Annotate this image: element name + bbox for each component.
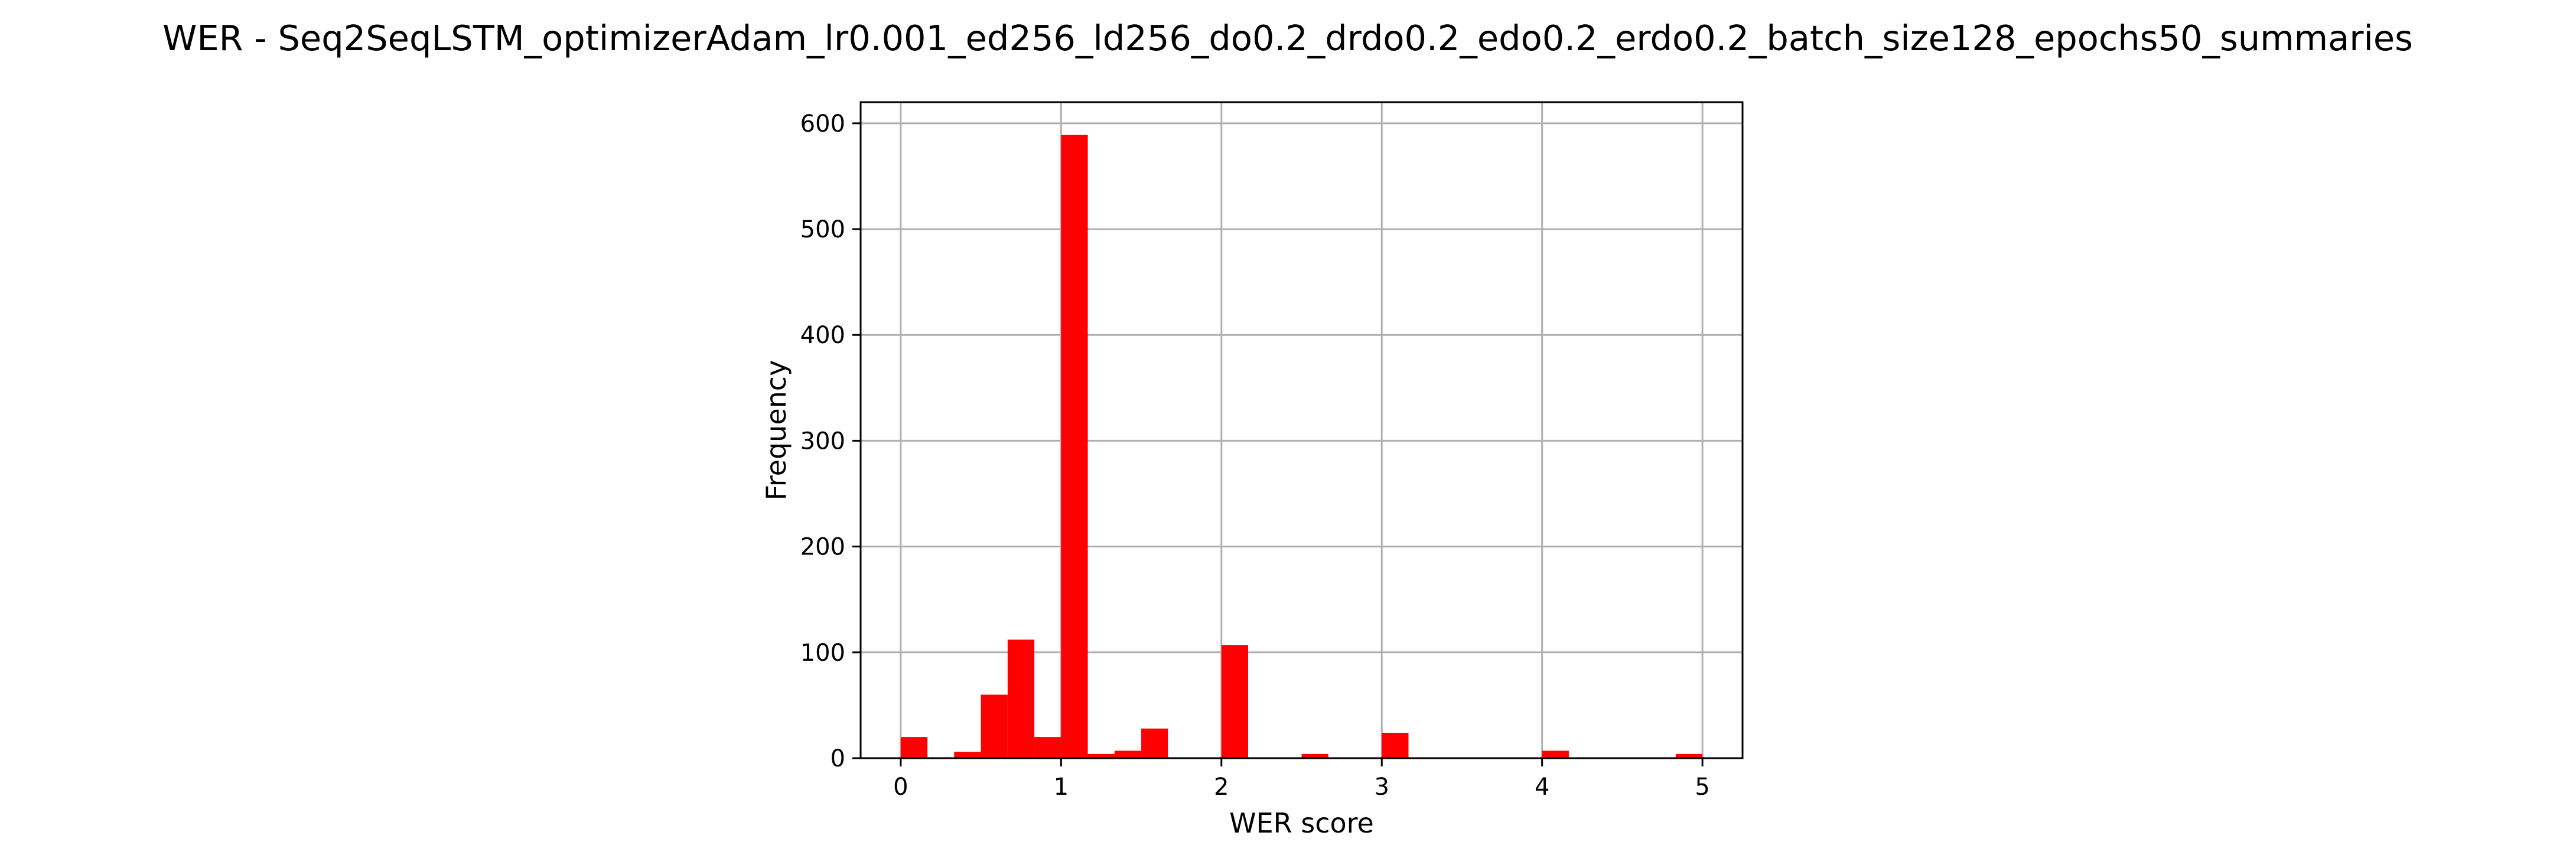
y-tick-label: 0 (831, 745, 845, 772)
y-tick-label: 300 (800, 428, 845, 455)
x-tick-label: 1 (1054, 774, 1069, 801)
histogram-bar (1061, 135, 1088, 758)
x-tick-label: 2 (1214, 774, 1229, 801)
y-axis-label: Frequency (760, 360, 792, 501)
histogram-bar (1542, 750, 1569, 758)
y-tick-label: 200 (800, 534, 845, 561)
histogram-bar (1007, 639, 1035, 758)
histogram-bar (1675, 753, 1703, 758)
y-tick-label: 100 (800, 639, 845, 667)
y-tick-label: 500 (800, 216, 845, 243)
histogram-bar (954, 752, 981, 758)
x-tick-label: 5 (1695, 774, 1709, 801)
histogram-bar (1221, 645, 1249, 758)
histogram-bar (1034, 737, 1061, 758)
y-axis-ticks: 0 100 200 300 400 500 600 (800, 110, 861, 772)
x-tick-label: 3 (1375, 774, 1389, 801)
histogram-bar (1301, 753, 1328, 758)
x-axis-ticks: 0 1 2 3 4 5 (893, 758, 1710, 801)
histogram-bars (900, 135, 1703, 758)
plot-frame (859, 101, 1744, 759)
x-axis-label: WER score (1229, 807, 1374, 839)
grid-lines (861, 102, 1743, 759)
chart-title: WER - Seq2SeqLSTM_optimizerAdam_lr0.001_… (162, 18, 2413, 58)
histogram-bar (1087, 753, 1115, 758)
histogram-bar (1114, 750, 1142, 758)
histogram-bar (1141, 728, 1168, 758)
histogram-bar (1382, 732, 1409, 758)
x-tick-label: 0 (893, 774, 908, 801)
x-tick-label: 4 (1535, 774, 1549, 801)
histogram-bar (900, 737, 928, 758)
y-tick-label: 600 (800, 110, 845, 138)
y-tick-label: 400 (800, 322, 845, 349)
histogram-bar (981, 694, 1008, 758)
